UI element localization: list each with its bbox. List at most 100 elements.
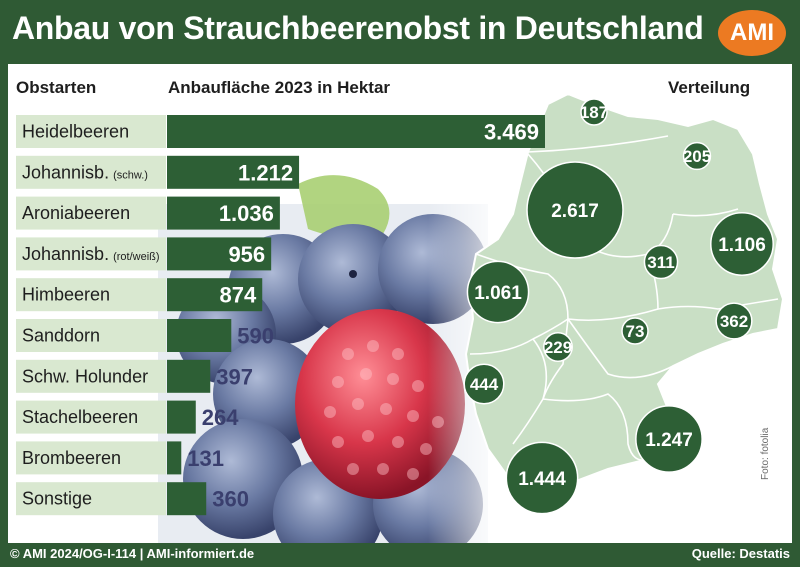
bar-row: Johannisb. (schw.) 1.212 bbox=[16, 155, 300, 189]
bubble-circle bbox=[505, 441, 579, 515]
category-label-main: Heidelbeeren bbox=[22, 122, 129, 142]
bubble-value-label: 229 bbox=[544, 338, 572, 357]
bar-value-label: 131 bbox=[187, 446, 224, 471]
column-header-obstarten: Obstarten bbox=[16, 78, 97, 97]
category-label-main: Aroniabeeren bbox=[22, 203, 130, 223]
bar-value-label: 397 bbox=[216, 364, 253, 389]
bar-row: Aroniabeeren 1.036 bbox=[16, 196, 280, 230]
category-label-box bbox=[16, 441, 166, 475]
category-label: Johannisb. (schw.) bbox=[22, 162, 148, 182]
bar bbox=[167, 482, 207, 516]
map-bubble: 1.106 bbox=[710, 212, 774, 276]
bar-value-label: 1.036 bbox=[219, 201, 274, 226]
bar-row: Schw. Holunder 397 bbox=[16, 359, 253, 393]
bar-row: Johannisb. (rot/weiß) 956 bbox=[16, 237, 272, 271]
bubble-value-label: 73 bbox=[626, 322, 645, 341]
page-title: Anbau von Strauchbeerenobst in Deutschla… bbox=[12, 10, 704, 46]
bar-row: Stachelbeeren 264 bbox=[16, 400, 239, 434]
bar bbox=[167, 237, 272, 271]
column-header-verteilung: Verteilung bbox=[668, 78, 751, 97]
category-label-box bbox=[16, 482, 166, 516]
bubble-value-label: 2.617 bbox=[551, 201, 599, 222]
column-header-anbauflaeche: Anbaufläche 2023 in Hektar bbox=[168, 78, 391, 97]
bar-value-label: 1.212 bbox=[238, 160, 293, 185]
bar-row: Sanddorn 590 bbox=[16, 319, 274, 352]
category-label-main: Sanddorn bbox=[22, 326, 100, 346]
category-label-box bbox=[16, 237, 166, 271]
category-label-box bbox=[16, 319, 166, 352]
bar-value-label: 874 bbox=[220, 283, 257, 308]
footer-source: Quelle: Destatis bbox=[691, 546, 790, 561]
category-label: Schw. Holunder bbox=[22, 366, 148, 386]
bubble-circle bbox=[682, 141, 712, 171]
category-label-main: Brombeeren bbox=[22, 448, 121, 468]
photo-credit: Foto: fotolia bbox=[760, 427, 771, 480]
category-label: Stachelbeeren bbox=[22, 407, 138, 427]
bar-chart: Heidelbeeren 3.469 Johannisb. (schw.) 1.212 A… bbox=[16, 115, 545, 516]
bar-value-label: 264 bbox=[202, 405, 239, 430]
category-label-main: Schw. Holunder bbox=[22, 366, 148, 386]
map-bubble: 1.247 bbox=[635, 405, 703, 473]
bar bbox=[167, 196, 280, 230]
chart-canvas: 187 205 2.617 1.106 311 1.061 362 73 229 444 1.247… bbox=[16, 92, 785, 543]
chart-panel: 187 205 2.617 1.106 311 1.061 362 73 229 444 1.247… bbox=[8, 64, 792, 543]
bubble-value-label: 205 bbox=[683, 147, 711, 166]
category-label-main: Himbeeren bbox=[22, 285, 110, 305]
map-bubbles: 187 205 2.617 1.106 311 1.061 362 73 229 444 1.247… bbox=[463, 98, 774, 515]
bar bbox=[167, 319, 232, 352]
category-label-suffix: (schw.) bbox=[113, 169, 148, 181]
bubble-circle bbox=[466, 260, 530, 324]
category-label-main: Sonstige bbox=[22, 489, 92, 509]
category-label-box bbox=[16, 115, 166, 148]
category-label: Johannisb. (rot/weiß) bbox=[22, 244, 160, 264]
bar-row: Brombeeren 131 bbox=[16, 441, 224, 475]
category-label-main: Johannisb. bbox=[22, 244, 109, 264]
category-label-main: Stachelbeeren bbox=[22, 407, 138, 427]
bubble-circle bbox=[526, 161, 624, 259]
bar bbox=[167, 115, 545, 148]
map-bubble: 205 bbox=[682, 141, 712, 171]
map-bubble: 1.061 bbox=[466, 260, 530, 324]
bar-row: Heidelbeeren 3.469 bbox=[16, 115, 545, 148]
category-label-box bbox=[16, 278, 166, 312]
bubble-value-label: 1.061 bbox=[474, 283, 522, 304]
category-label-box bbox=[16, 196, 166, 230]
bar-value-label: 3.469 bbox=[484, 120, 539, 145]
bubble-circle bbox=[621, 317, 649, 345]
bar-value-label: 956 bbox=[228, 242, 265, 267]
map-bubble: 311 bbox=[643, 244, 679, 280]
map-bubble: 73 bbox=[621, 317, 649, 345]
map-bubble: 362 bbox=[715, 302, 753, 340]
map-bubble: 1.444 bbox=[505, 441, 579, 515]
bubble-circle bbox=[710, 212, 774, 276]
map-bubble: 229 bbox=[543, 332, 573, 362]
bar bbox=[167, 278, 263, 312]
ami-logo: AMI bbox=[718, 10, 786, 56]
map-bubble: 2.617 bbox=[526, 161, 624, 259]
category-label: Sonstige bbox=[22, 489, 92, 509]
bubble-value-label: 187 bbox=[580, 103, 608, 122]
bubble-circle bbox=[463, 363, 505, 405]
bubble-circle bbox=[543, 332, 573, 362]
bar-row: Sonstige 360 bbox=[16, 482, 249, 516]
category-label: Brombeeren bbox=[22, 448, 121, 468]
bar bbox=[167, 155, 300, 189]
category-label: Aroniabeeren bbox=[22, 203, 130, 223]
bubble-circle bbox=[715, 302, 753, 340]
footer-copyright: © AMI 2024/OG-I-114 | AMI-informiert.de bbox=[10, 546, 255, 561]
map-bubble: 187 bbox=[580, 98, 608, 126]
bubble-value-label: 311 bbox=[647, 253, 674, 272]
category-label-suffix: (rot/weiß) bbox=[113, 251, 159, 263]
bar-row: Himbeeren 874 bbox=[16, 278, 263, 312]
bubble-circle bbox=[635, 405, 703, 473]
bubble-value-label: 1.247 bbox=[645, 430, 693, 451]
category-label-main: Johannisb. bbox=[22, 162, 109, 182]
bubble-circle bbox=[580, 98, 608, 126]
bar bbox=[167, 359, 211, 393]
bubble-value-label: 1.106 bbox=[718, 235, 766, 256]
bar-value-label: 360 bbox=[212, 487, 249, 512]
category-label-box bbox=[16, 155, 166, 189]
map-bubble: 444 bbox=[463, 363, 505, 405]
bar bbox=[167, 441, 182, 475]
